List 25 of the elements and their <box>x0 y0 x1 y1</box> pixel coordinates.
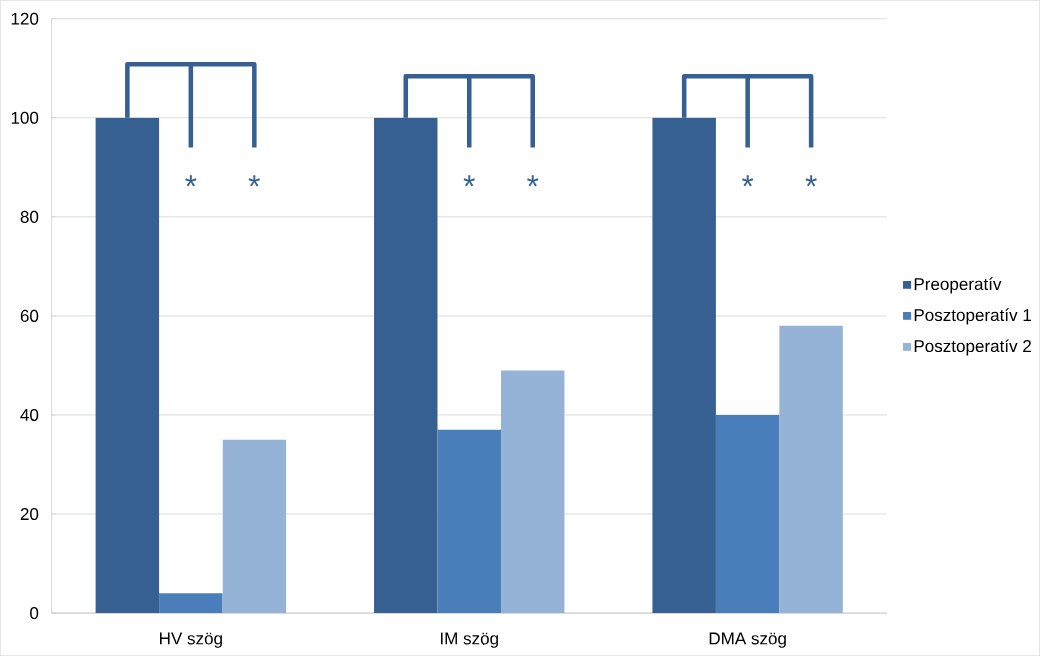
legend-label: Posztoperatív 2 <box>914 339 1031 356</box>
annotation: * <box>805 175 817 187</box>
annotation: * <box>741 175 754 187</box>
bar <box>779 325 843 614</box>
bar <box>715 414 780 614</box>
x-tick-label: DMA szög <box>709 632 786 648</box>
y-tick-label: 100 <box>11 111 39 124</box>
y-tick-label: 20 <box>20 507 39 521</box>
annotation: * <box>527 175 539 187</box>
bar <box>437 429 501 614</box>
bar <box>222 439 287 614</box>
legend-label: Preoperatív <box>914 277 1002 294</box>
annotation: * <box>185 175 197 187</box>
legend-label: Posztoperatív 1 <box>914 308 1031 325</box>
y-tick-label: 120 <box>11 12 39 25</box>
y-tick-label: 0 <box>30 607 39 620</box>
y-tick-label: 60 <box>20 309 39 322</box>
y-tick-label: 40 <box>20 408 39 421</box>
annotation: * <box>248 175 261 187</box>
x-tick-label: IM szög <box>440 632 498 648</box>
bar <box>500 370 565 614</box>
y-tick-label: 80 <box>20 210 39 223</box>
annotation: * <box>463 175 475 187</box>
x-tick-label: HV szög <box>160 632 222 648</box>
bar <box>159 593 223 614</box>
